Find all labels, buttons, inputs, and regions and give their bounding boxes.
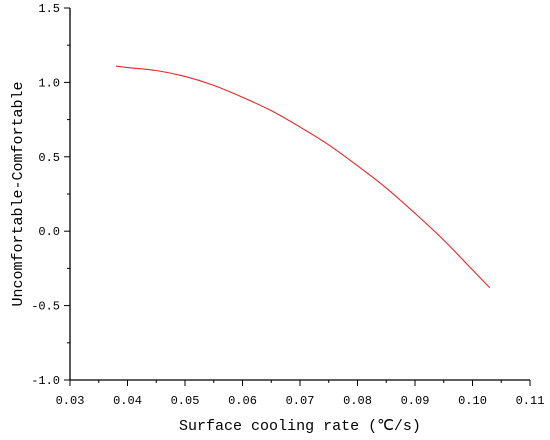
y-tick-label: 1.5 [38,2,60,16]
x-tick-label: 0.06 [228,394,257,408]
x-axis-title: Surface cooling rate (℃/s) [179,418,421,435]
y-tick-label: -1.0 [31,374,60,388]
x-tick-label: 0.05 [171,394,200,408]
x-tick-label: 0.03 [56,394,85,408]
x-tick-label: 0.04 [113,394,142,408]
x-ticks: 0.03 0.04 0.05 0.06 0.07 0.08 0.09 0.10 0.11 [56,380,545,408]
x-tick-label: 0.11 [516,394,545,408]
x-tick-label: 0.10 [458,394,487,408]
x-tick-label: 0.08 [343,394,372,408]
series-layer [115,65,491,289]
y-ticks: 1.5 1.0 0.5 0.0 -0.5 -1.0 [31,2,70,388]
axes [69,8,530,381]
y-tick-label: -0.5 [31,300,60,314]
y-tick-label: 1.0 [38,76,60,90]
y-tick-label: 0.5 [38,151,60,165]
x-tick-label: 0.07 [286,394,315,408]
y-tick-label: 0.0 [38,225,60,239]
x-tick-label: 0.09 [401,394,430,408]
y-axis-title: Uncomfortable-Comfortable [10,81,27,306]
series-line-0 [115,65,491,289]
